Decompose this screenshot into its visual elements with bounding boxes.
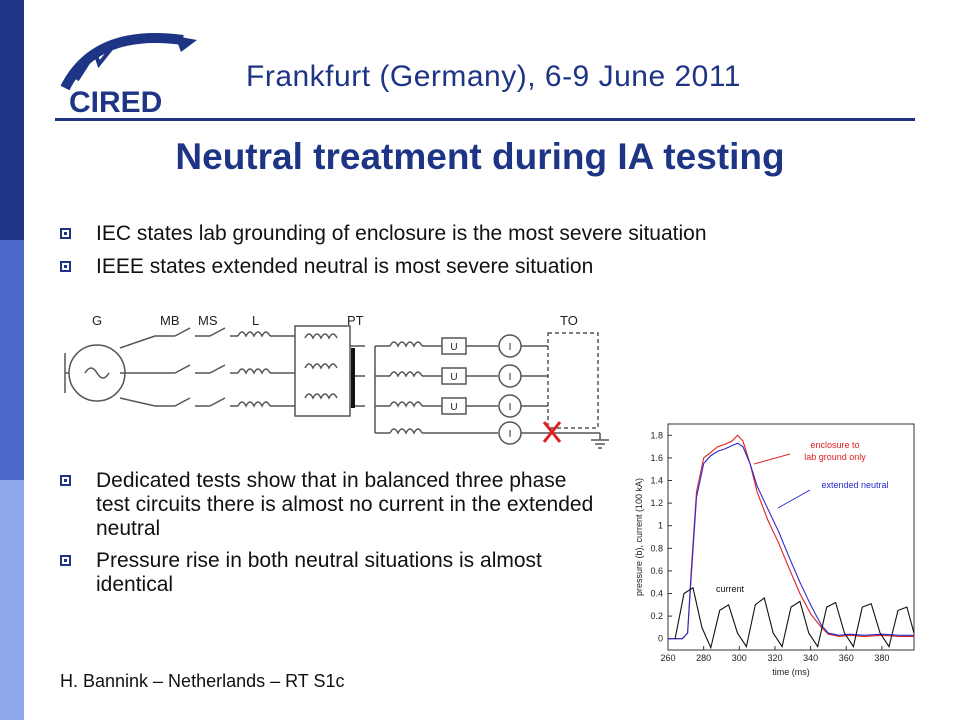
annotation-extended-neutral: extended neutral [821, 480, 888, 490]
meter-i-label: I [509, 402, 512, 413]
label-g: G [92, 313, 102, 328]
cired-logo: CIRED [60, 33, 197, 119]
series-line-2 [674, 586, 915, 650]
left-bar-segment-dark [0, 0, 24, 240]
y-tick-label: 0.4 [650, 589, 663, 599]
bullet-text: IEC states lab grounding of enclosure is… [96, 222, 707, 245]
test-circuit-diagram: G MB MS L PT TO [64, 313, 609, 449]
label-mb: MB [160, 313, 180, 328]
left-bar-segment-light [0, 480, 24, 720]
pressure-current-chart: 0 0.2 0.4 0.6 0.8 1 1.2 1.4 1.6 1.8 260 280 300 320 34… [634, 423, 915, 677]
y-tick-label: 0.8 [650, 543, 663, 553]
logo-text: CIRED [69, 86, 162, 119]
header-divider [55, 118, 915, 121]
y-tick-label: 0.6 [650, 566, 663, 576]
left-accent-bar [0, 0, 24, 720]
meter-u-label: U [450, 402, 457, 413]
meter-i-label: I [509, 342, 512, 353]
bullet-square-icon [60, 261, 71, 272]
x-tick-label: 320 [767, 653, 782, 663]
label-ms: MS [198, 313, 218, 328]
cross-mark-icon [542, 421, 562, 443]
list-item: IEC states lab grounding of enclosure is… [60, 222, 707, 246]
y-axis-label: pressure (b), current (100 kA) [634, 478, 644, 596]
bullet-text: Dedicated tests show that in balanced th… [96, 469, 594, 540]
bullet-text: IEEE states extended neutral is most sev… [96, 255, 594, 278]
meter-i-label: I [509, 429, 512, 440]
x-tick-label: 380 [874, 653, 889, 663]
bullet-list-bottom: Dedicated tests show that in balanced th… [60, 469, 600, 605]
x-tick-label: 360 [839, 653, 854, 663]
x-tick-label: 260 [660, 653, 675, 663]
annotation-current: current [716, 584, 745, 594]
list-item: Pressure rise in both neutral situations… [60, 549, 600, 597]
y-tick-label: 1 [658, 521, 663, 531]
meter-u-label: U [450, 342, 457, 353]
label-to: TO [560, 313, 578, 328]
annotation-arrow-red [753, 453, 791, 465]
bullet-square-icon [60, 228, 71, 239]
y-tick-label: 1.8 [650, 430, 663, 440]
x-tick-label: 300 [732, 653, 747, 663]
label-l: L [252, 313, 259, 328]
y-tick-label: 1.4 [650, 476, 663, 486]
slide-title: Neutral treatment during IA testing [175, 136, 785, 177]
x-axis-label: time (ms) [772, 667, 810, 677]
transformer-core [351, 348, 355, 408]
x-tick-label: 280 [696, 653, 711, 663]
bullet-list-top: IEC states lab grounding of enclosure is… [60, 222, 707, 288]
bullet-square-icon [60, 475, 71, 486]
x-tick-label: 340 [803, 653, 818, 663]
y-tick-label: 1.6 [650, 453, 663, 463]
plot-frame [667, 423, 915, 651]
annotation-enclosure: enclosure to [810, 440, 859, 450]
annotation-arrow-blue [777, 489, 811, 509]
bullet-square-icon [60, 555, 71, 566]
y-tick-label: 1.2 [650, 498, 663, 508]
left-bar-segment-mid [0, 240, 24, 480]
meter-i-label: I [509, 372, 512, 383]
label-pt: PT [347, 313, 364, 328]
footer-author: H. Bannink – Netherlands – RT S1c [60, 671, 345, 691]
conference-title: Frankfurt (Germany), 6-9 June 2011 [246, 60, 741, 93]
bullet-text: Pressure rise in both neutral situations… [96, 549, 542, 596]
meter-u-label: U [450, 372, 457, 383]
list-item: IEEE states extended neutral is most sev… [60, 255, 707, 279]
y-tick-label: 0.2 [650, 611, 663, 621]
annotation-lab-ground: lab ground only [804, 452, 866, 462]
series-line-1 [668, 442, 914, 640]
list-item: Dedicated tests show that in balanced th… [60, 469, 600, 541]
y-tick-label: 0 [658, 634, 663, 644]
